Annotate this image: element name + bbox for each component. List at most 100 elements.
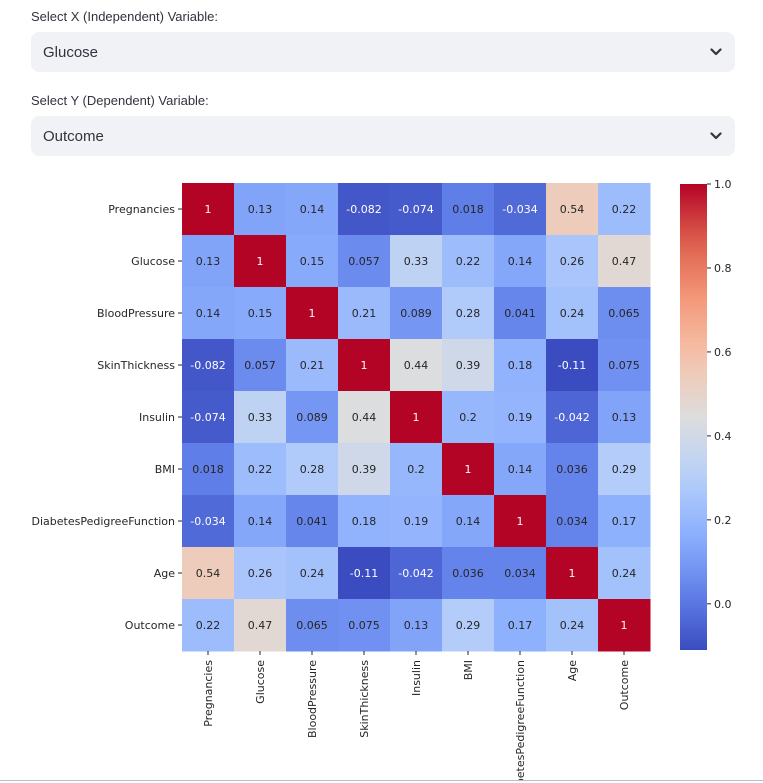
heatmap-cell — [598, 287, 651, 340]
cell-value-label: 0.24 — [560, 619, 585, 632]
x-tick-label: Pregnancies — [202, 660, 215, 727]
heatmap-cell — [598, 547, 651, 600]
cell-value-label: 1 — [621, 619, 628, 632]
cell-value-label: 0.036 — [452, 567, 484, 580]
cell-value-label: 0.19 — [404, 515, 429, 528]
y-tick-label: DiabetesPedigreeFunction — [32, 515, 175, 528]
cell-value-label: 0.075 — [608, 359, 640, 372]
cell-value-label: 1 — [413, 411, 420, 424]
heatmap-cell — [286, 287, 339, 340]
heatmap-cell — [494, 287, 547, 340]
cell-value-label: 0.21 — [352, 307, 377, 320]
heatmap-cell — [546, 443, 599, 496]
x-tick-label: Insulin — [410, 660, 423, 696]
cell-value-label: 1 — [569, 567, 576, 580]
heatmap-cell — [390, 391, 443, 444]
cell-value-label: 0.24 — [560, 307, 585, 320]
colorbar-tick-label: 0.8 — [714, 262, 732, 275]
cell-value-label: 0.13 — [248, 203, 273, 216]
heatmap-cell — [286, 183, 339, 236]
heatmap-cell — [338, 391, 391, 444]
y-tick-label: Insulin — [139, 411, 175, 424]
cell-value-label: -0.074 — [190, 411, 225, 424]
cell-value-label: 0.26 — [560, 255, 585, 268]
cell-value-label: 0.39 — [352, 463, 377, 476]
x-variable-label: Select X (Independent) Variable: — [31, 9, 218, 24]
heatmap-cell — [182, 495, 235, 548]
cell-value-label: 0.33 — [248, 411, 273, 424]
heatmap-cell — [546, 391, 599, 444]
y-tick-label: Glucose — [131, 255, 175, 268]
cell-value-label: 0.22 — [456, 255, 481, 268]
heatmap-cell — [390, 547, 443, 600]
heatmap-cell — [234, 599, 287, 652]
cell-value-label: 1 — [361, 359, 368, 372]
cell-value-label: 0.28 — [300, 463, 325, 476]
cell-value-label: -0.042 — [554, 411, 589, 424]
cell-value-label: -0.034 — [502, 203, 537, 216]
cell-value-label: 0.065 — [608, 307, 640, 320]
heatmap-cell — [390, 599, 443, 652]
y-variable-label: Select Y (Dependent) Variable: — [31, 93, 209, 108]
heatmap-cell — [234, 339, 287, 392]
cell-value-label: 0.14 — [508, 463, 533, 476]
cell-value-label: 0.24 — [300, 567, 325, 580]
heatmap-cell — [546, 183, 599, 236]
cell-value-label: 0.089 — [296, 411, 328, 424]
heatmap-cell — [234, 235, 287, 288]
chevron-down-icon — [709, 45, 723, 59]
heatmap-cell — [338, 235, 391, 288]
heatmap-cell — [234, 495, 287, 548]
cell-value-label: 0.28 — [456, 307, 481, 320]
heatmap-cell — [598, 495, 651, 548]
heatmap-cell — [442, 547, 495, 600]
heatmap-cell — [182, 287, 235, 340]
heatmap-cell — [598, 339, 651, 392]
cell-value-label: 0.13 — [404, 619, 429, 632]
cell-value-label: 0.44 — [352, 411, 377, 424]
cell-value-label: 0.24 — [612, 567, 637, 580]
cell-value-label: 0.14 — [456, 515, 481, 528]
cell-value-label: -0.034 — [190, 515, 225, 528]
cell-value-label: 0.44 — [404, 359, 429, 372]
heatmap-cell — [338, 495, 391, 548]
heatmap-cell — [182, 235, 235, 288]
cell-value-label: 1 — [517, 515, 524, 528]
heatmap-cell — [338, 339, 391, 392]
cell-value-label: 0.22 — [612, 203, 637, 216]
cell-value-label: 0.19 — [508, 411, 533, 424]
correlation-heatmap: 1 0.13 0.14 -0.082 -0.074 0.018 -0.034 0.54 0.22… — [32, 178, 732, 780]
cell-value-label: 0.089 — [400, 307, 432, 320]
heatmap-cell — [286, 495, 339, 548]
heatmap-cell — [494, 183, 547, 236]
heatmap-cell — [182, 443, 235, 496]
cell-value-label: 0.17 — [612, 515, 637, 528]
heatmap-cell — [338, 287, 391, 340]
y-tick-label: SkinThickness — [97, 359, 175, 372]
cell-value-label: -0.082 — [190, 359, 225, 372]
heatmap-cell — [338, 599, 391, 652]
x-variable-select[interactable]: Glucose — [31, 32, 735, 72]
x-tick-label: BloodPressure — [306, 660, 319, 738]
heatmap-cell — [598, 391, 651, 444]
cell-value-label: 0.2 — [459, 411, 477, 424]
cell-value-label: 1 — [309, 307, 316, 320]
heatmap-cell — [546, 495, 599, 548]
cell-value-label: 0.14 — [248, 515, 273, 528]
cell-value-label: 0.15 — [248, 307, 273, 320]
colorbar-tick-label: 1.0 — [714, 178, 732, 191]
colorbar-tick-label: 0.6 — [714, 346, 732, 359]
x-tick-label: BMI — [462, 660, 475, 680]
y-variable-select[interactable]: Outcome — [31, 116, 735, 156]
cell-value-label: -0.042 — [398, 567, 433, 580]
heatmap-cell — [598, 235, 651, 288]
cell-value-label: 0.17 — [508, 619, 533, 632]
x-tick-label: Outcome — [618, 660, 631, 710]
heatmap-cell — [286, 235, 339, 288]
cell-value-label: 0.14 — [300, 203, 325, 216]
cell-value-label: 0.13 — [196, 255, 221, 268]
heatmap-cell — [598, 599, 651, 652]
heatmap-cell — [494, 495, 547, 548]
heatmap-cell — [390, 339, 443, 392]
cell-value-label: 0.14 — [508, 255, 533, 268]
